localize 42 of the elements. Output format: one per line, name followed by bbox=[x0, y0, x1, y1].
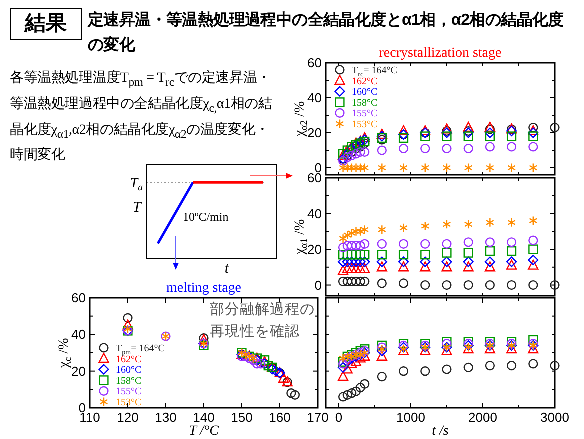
x-tick-label: 120 bbox=[117, 410, 139, 425]
legend-label: 155°C bbox=[116, 386, 142, 398]
x-tick-label: 2000 bbox=[468, 410, 498, 425]
x-tick-label: 3000 bbox=[540, 410, 570, 425]
legend-label: T$_{rc}$= 164°C bbox=[352, 66, 398, 78]
legend-label: T$_{pm}$= 164°C bbox=[116, 344, 166, 356]
chart-title: melting stage bbox=[166, 281, 242, 296]
x-axis-title: t bbox=[224, 261, 230, 277]
annotation: 10ºC/min bbox=[183, 210, 229, 224]
ref-line-label: T$_{a}$ bbox=[130, 176, 144, 194]
legend-label: 153°C bbox=[352, 120, 378, 130]
y-tick-label: 40 bbox=[72, 327, 86, 342]
x-tick-label: 130 bbox=[155, 410, 177, 425]
y-tick-label: 0 bbox=[314, 278, 322, 293]
y-tick-label: 60 bbox=[308, 56, 322, 70]
text: 結果 bbox=[10, 8, 82, 40]
x-tick-label: 150 bbox=[231, 410, 253, 425]
x-tick-label: 160 bbox=[269, 410, 291, 425]
legend-label: 158°C bbox=[352, 98, 378, 109]
legend-label: 162°C bbox=[352, 76, 378, 88]
x-tick-label: 140 bbox=[193, 410, 215, 425]
annotation: 部分融解過程の再現性を確認 bbox=[210, 300, 316, 342]
chart-title: recrystallization stage bbox=[379, 46, 502, 61]
legend-label: 160°C bbox=[352, 87, 378, 98]
legend-label: 160°C bbox=[116, 365, 142, 376]
x-tick-label: 1000 bbox=[396, 410, 426, 425]
x-tick-label: 170 bbox=[307, 410, 329, 425]
x-axis-title: t /s bbox=[432, 424, 450, 439]
x-tick-label: 0 bbox=[335, 410, 343, 425]
text: 各等温熱処理温度T$_{pm}$ = T$_{rc}$での定速昇温・等温熱処理過程中の全結晶化度χ$_{c,}$α1相の結晶化度χ$_{α1}$,α2相の結晶化度χ$_{α2}$の温度変化・時間変化 bbox=[10, 71, 272, 164]
y-tick-label: 20 bbox=[308, 126, 322, 140]
legend-label: 162°C bbox=[116, 354, 142, 366]
y-tick-label: 60 bbox=[72, 290, 86, 306]
y-tick-label: 20 bbox=[308, 242, 322, 258]
x-axis-title: T /°C bbox=[189, 424, 220, 439]
y-tick-label: 40 bbox=[308, 206, 322, 222]
y-axis-title: T bbox=[132, 200, 143, 216]
y-tick-label: 20 bbox=[72, 364, 86, 379]
legend-label: 155°C bbox=[352, 108, 378, 120]
y-tick-label: 40 bbox=[308, 90, 322, 106]
legend-label: 158°C bbox=[116, 376, 142, 387]
legend-label: 153°C bbox=[116, 398, 142, 408]
